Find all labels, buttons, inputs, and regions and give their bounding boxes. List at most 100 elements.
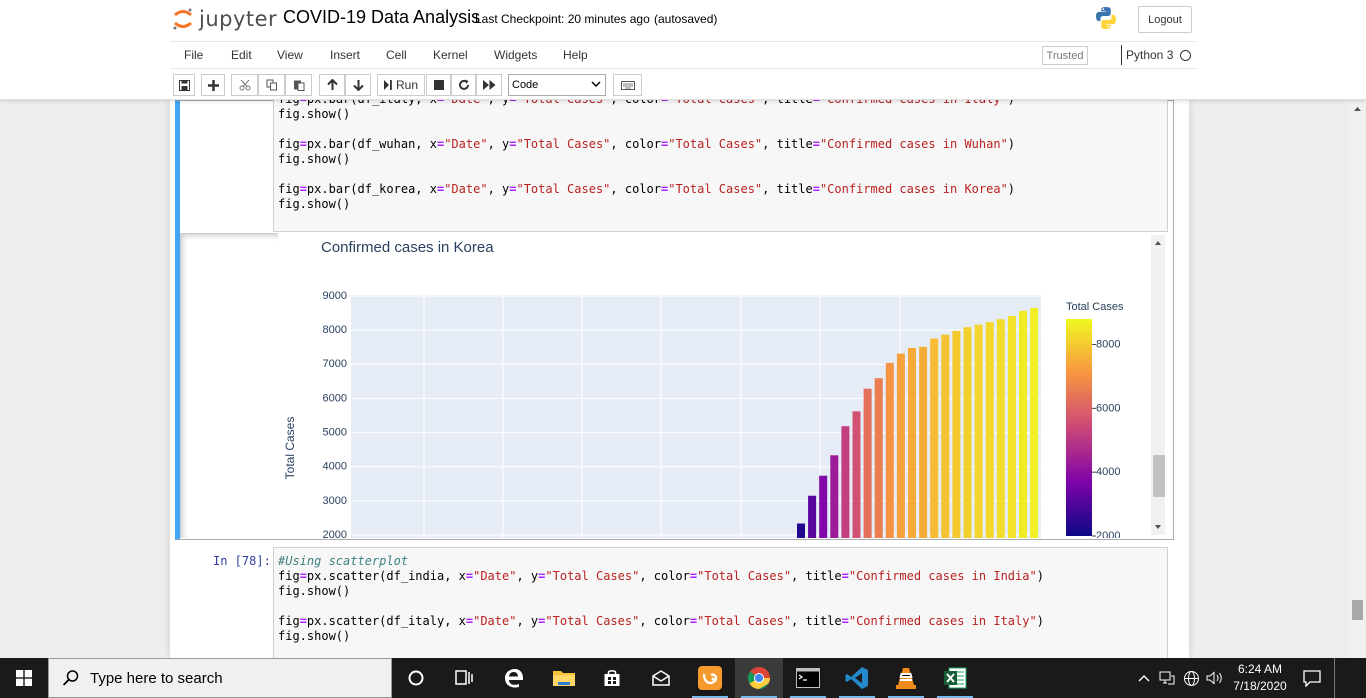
save-button[interactable] [173,74,195,96]
code-input-area[interactable]: fig=px.bar(df_italy, x="Date", y="Total … [273,100,1168,232]
menu-file[interactable]: File [184,48,204,62]
copy-button[interactable] [258,74,285,96]
chrome-icon [748,667,770,689]
notebook-name[interactable]: COVID-19 Data Analysis [283,7,481,27]
clock-date: 7/18/2020 [1233,679,1287,693]
run-label: Run [395,78,418,92]
restart-run-all-button[interactable] [476,74,502,96]
arrow-up-icon [326,79,338,90]
tray-overflow-button[interactable] [1132,658,1156,698]
move-up-button[interactable] [319,74,345,96]
tray-volume[interactable] [1204,658,1226,698]
page-scroll-thumb[interactable] [1352,600,1363,620]
restart-kernel-button[interactable] [451,74,476,96]
code-input-area[interactable]: #Using scatterplot fig=px.scatter(df_indi… [273,547,1168,658]
output-prompt[interactable] [180,233,278,538]
taskbar-edge[interactable] [490,658,538,698]
kernel-name: Python 3 [1126,48,1174,62]
show-desktop-button[interactable] [1334,658,1340,698]
globe-icon [1183,670,1199,686]
search-icon [62,670,79,686]
taskbar-clock[interactable]: 6:24 AM 7/18/2020 [1228,661,1292,695]
bar [797,523,805,538]
menu-cell[interactable]: Cell [386,48,407,62]
tray-network-pc[interactable] [1156,658,1178,698]
scroll-up-icon [1155,241,1161,245]
command-palette-button[interactable] [613,74,642,96]
code-editor[interactable]: #Using scatterplot fig=px.scatter(df_indi… [278,554,1044,644]
chart-title: Confirmed cases in Korea [321,239,494,256]
plotly-output: Confirmed cases in Korea 9000 8000 7000 600… [278,233,1173,538]
output-scroll-thumb[interactable] [1153,455,1165,497]
menu-help[interactable]: Help [563,48,588,62]
mail-icon [652,670,670,686]
start-button[interactable] [0,658,48,698]
y-tick-label: 8000 [323,324,347,336]
menu-edit[interactable]: Edit [231,48,252,62]
taskbar-vscode[interactable] [833,658,881,698]
bar [908,347,916,538]
jupyter-logo[interactable]: jupyter [172,6,277,32]
copy-icon [266,79,277,91]
taskbar-uc-browser[interactable] [686,658,734,698]
bar [919,346,928,538]
terminal-icon [796,668,820,688]
taskbar-command-prompt[interactable] [784,658,832,698]
chevron-down-icon [591,81,601,88]
cell-type-select[interactable]: Code [508,74,606,96]
code-line: fig=px.bar(df_korea, x="Date", y="Total … [278,182,1016,196]
taskbar-excel[interactable] [931,658,979,698]
menu-kernel[interactable]: Kernel [433,48,468,62]
windows-taskbar: Type here to search [0,658,1366,698]
paste-icon [293,80,304,91]
cut-button[interactable] [231,74,258,96]
cortana-button[interactable] [392,658,440,698]
bar [1007,316,1016,538]
taskbar-chrome[interactable] [735,658,783,698]
clock-time: 6:24 AM [1237,662,1283,676]
task-view-button[interactable] [440,658,488,698]
y-tick-label: 2000 [323,529,347,538]
menu-view[interactable]: View [277,48,303,62]
scroll-up-icon [1354,107,1361,111]
move-down-button[interactable] [345,74,371,96]
tray-globe[interactable] [1180,658,1202,698]
output-scrollbar[interactable] [1151,235,1165,535]
code-line: fig.show() [278,584,351,598]
scissors-icon [239,79,250,91]
code-line: fig=px.bar(df_italy, x="Date", y="Total … [278,100,1015,107]
trusted-indicator[interactable]: Trusted [1042,46,1088,65]
bar-chart: Confirmed cases in Korea 9000 8000 7000 600… [283,239,1124,538]
bar [863,388,872,538]
code-line: fig.show() [278,197,351,211]
interrupt-kernel-button[interactable] [426,74,451,96]
logout-button[interactable]: Logout [1138,6,1192,33]
keyboard-icon [620,80,635,90]
paste-button[interactable] [285,74,312,96]
taskbar-search-box[interactable]: Type here to search [48,658,392,698]
checkpoint-status: Last Checkpoint: 20 minutes ago [475,12,650,26]
scroll-down-icon [1155,525,1161,529]
menu-insert[interactable]: Insert [330,48,361,62]
colorbar [1066,319,1092,536]
page-scrollbar[interactable] [1349,100,1366,658]
code-line: #Using scatterplot [278,554,409,568]
bar [874,378,883,538]
taskbar-mail[interactable] [637,658,685,698]
kernel-separator [1121,45,1122,65]
taskbar-vlc[interactable] [882,658,930,698]
taskbar-file-explorer[interactable] [540,658,588,698]
y-axis-label: Total Cases [283,417,297,480]
uc-browser-icon [698,666,722,690]
code-editor[interactable]: fig=px.bar(df_italy, x="Date", y="Total … [278,100,1015,212]
bar [830,455,839,538]
bar [808,495,817,538]
menu-widgets[interactable]: Widgets [494,48,538,62]
refresh-icon [458,79,469,90]
arrow-down-icon [352,80,364,91]
action-center-button[interactable] [1296,658,1328,698]
insert-cell-button[interactable] [201,74,225,96]
run-button[interactable]: Run [377,74,425,96]
taskbar-store[interactable] [588,658,636,698]
chevron-up-icon [1138,675,1150,682]
